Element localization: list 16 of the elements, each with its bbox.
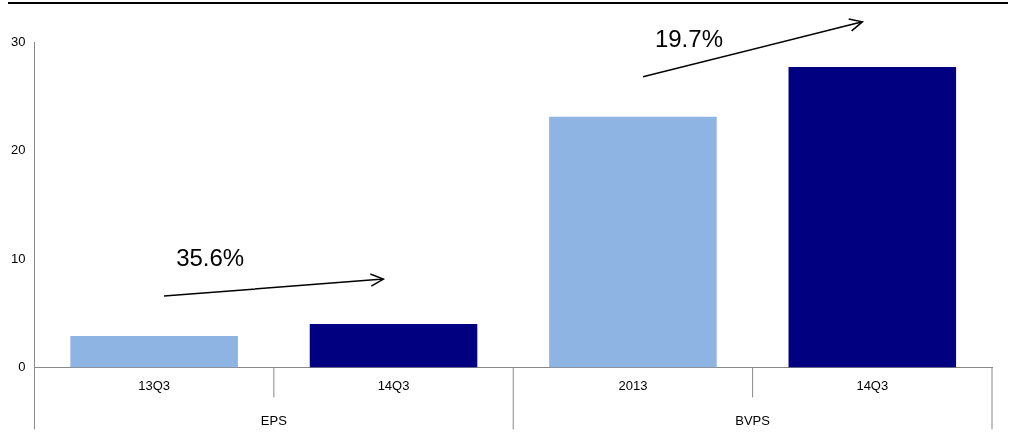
bar — [549, 116, 717, 368]
y-tick-label: 10 — [10, 250, 26, 266]
annotation: 19.7% — [654, 24, 723, 53]
text: BVPS — [735, 413, 771, 429]
annotation: 35.6% — [176, 243, 245, 272]
bar — [70, 335, 238, 368]
x-tick-label: 2013 — [618, 377, 648, 393]
bar — [788, 66, 957, 368]
x-tick-label: 13Q3 — [138, 377, 171, 393]
y-tick-label: 20 — [10, 142, 26, 158]
y-tick-label: 0 — [18, 358, 26, 374]
x-tick-label: 14Q3 — [856, 377, 889, 393]
text: EPS — [260, 413, 288, 429]
x-tick-label: 14Q3 — [377, 377, 410, 393]
y-tick-label: 30 — [10, 33, 26, 49]
bar — [309, 324, 478, 368]
